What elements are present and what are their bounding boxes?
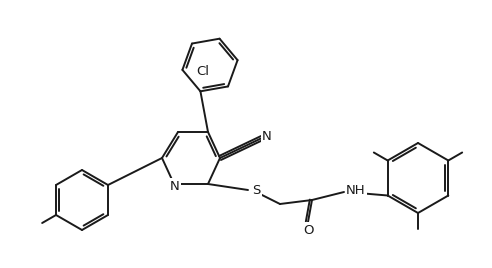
Text: N: N bbox=[262, 129, 272, 143]
Text: O: O bbox=[303, 224, 313, 236]
Text: S: S bbox=[252, 184, 260, 196]
Text: N: N bbox=[170, 180, 180, 192]
Text: NH: NH bbox=[346, 184, 366, 198]
Text: Cl: Cl bbox=[196, 65, 210, 78]
